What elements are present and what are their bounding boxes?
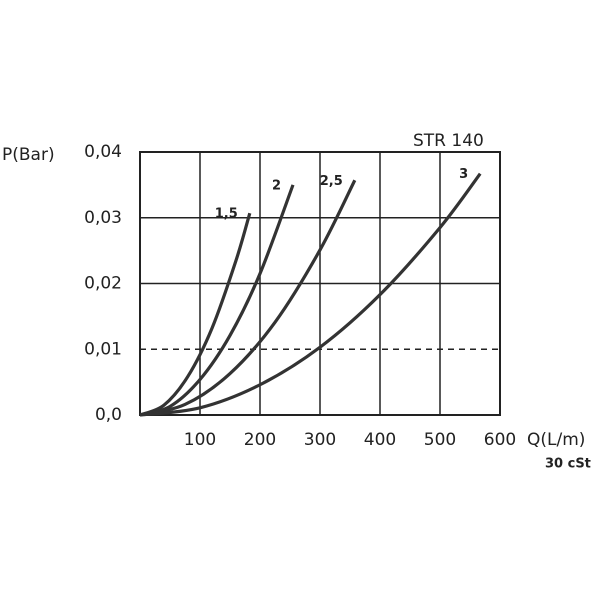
series-label: 2 xyxy=(272,178,281,193)
curve xyxy=(139,172,482,417)
chart-title: STR 140 xyxy=(413,131,484,151)
x-tick-label: 400 xyxy=(364,430,396,450)
y-tick-label: 0,01 xyxy=(84,339,122,359)
y-axis-label: P(Bar) xyxy=(2,145,55,165)
x-tick-label: 100 xyxy=(184,430,216,450)
curve xyxy=(139,184,295,417)
x-axis-label: Q(L/m) xyxy=(527,430,585,450)
x-tick-label: 600 xyxy=(484,430,516,450)
series-label: 3 xyxy=(459,167,468,182)
y-tick-label: 0,02 xyxy=(84,274,122,294)
y-tick-label: 0,0 xyxy=(95,405,122,425)
curve xyxy=(139,212,252,417)
series-label: 2,5 xyxy=(320,174,343,189)
x-tick-label: 300 xyxy=(304,430,336,450)
x-tick-label: 500 xyxy=(424,430,456,450)
y-tick-label: 0,04 xyxy=(84,142,122,162)
curve xyxy=(139,179,357,417)
note: 30 cSt xyxy=(545,457,591,472)
y-tick-label: 0,03 xyxy=(84,208,122,228)
series-label: 1,5 xyxy=(215,207,238,222)
x-tick-label: 200 xyxy=(244,430,276,450)
